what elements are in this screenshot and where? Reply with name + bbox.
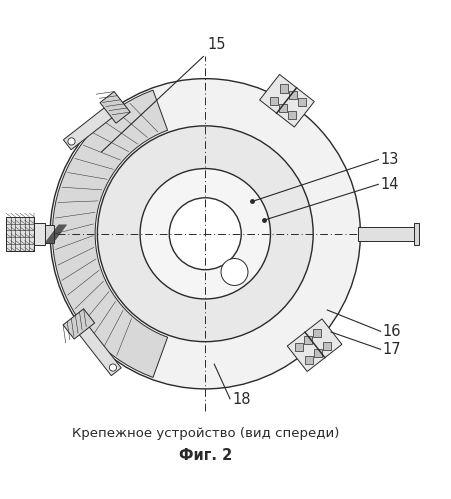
Bar xyxy=(279,104,287,112)
Circle shape xyxy=(140,169,271,299)
Circle shape xyxy=(109,364,116,371)
Polygon shape xyxy=(77,324,121,376)
Polygon shape xyxy=(287,319,342,372)
Text: Фиг. 2: Фиг. 2 xyxy=(179,448,232,463)
Bar xyxy=(314,349,322,357)
Text: Крепежное устройство (вид спереди): Крепежное устройство (вид спереди) xyxy=(72,427,339,440)
Bar xyxy=(323,342,331,350)
Bar xyxy=(295,343,304,351)
Circle shape xyxy=(221,258,248,285)
Text: 13: 13 xyxy=(381,152,399,167)
Bar xyxy=(45,225,54,243)
Bar xyxy=(288,111,296,119)
Text: 16: 16 xyxy=(383,324,401,339)
Bar xyxy=(414,223,419,245)
Polygon shape xyxy=(63,309,95,339)
Bar xyxy=(6,217,34,251)
Bar xyxy=(281,84,289,92)
Text: 17: 17 xyxy=(383,342,401,357)
Polygon shape xyxy=(260,74,314,127)
Bar xyxy=(304,336,312,344)
Circle shape xyxy=(68,138,75,145)
Bar xyxy=(289,91,297,99)
Circle shape xyxy=(97,126,313,342)
Bar xyxy=(34,223,45,245)
Bar xyxy=(298,98,306,106)
Polygon shape xyxy=(52,90,168,377)
Text: 15: 15 xyxy=(101,36,226,152)
Circle shape xyxy=(169,198,241,270)
Polygon shape xyxy=(100,92,130,123)
Text: 14: 14 xyxy=(381,177,399,192)
Circle shape xyxy=(50,79,360,389)
Polygon shape xyxy=(64,105,115,150)
Bar xyxy=(358,227,414,241)
Bar xyxy=(271,97,278,105)
Bar xyxy=(305,356,313,364)
Bar xyxy=(313,329,321,337)
Text: 18: 18 xyxy=(232,392,251,407)
